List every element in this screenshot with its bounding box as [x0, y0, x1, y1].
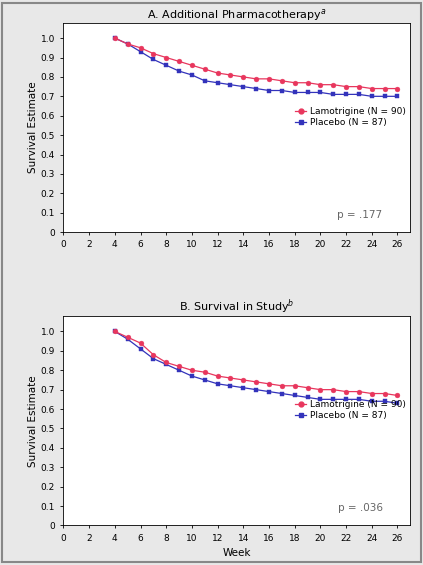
Y-axis label: Survival Estimate: Survival Estimate	[28, 375, 38, 467]
Y-axis label: Survival Estimate: Survival Estimate	[28, 81, 38, 173]
Text: p = .036: p = .036	[338, 503, 382, 513]
Legend: Lamotrigine (N = 90), Placebo (N = 87): Lamotrigine (N = 90), Placebo (N = 87)	[296, 400, 406, 420]
Title: B. Survival in Study$^{b}$: B. Survival in Study$^{b}$	[179, 297, 295, 316]
Text: p = .177: p = .177	[338, 210, 382, 220]
Legend: Lamotrigine (N = 90), Placebo (N = 87): Lamotrigine (N = 90), Placebo (N = 87)	[296, 107, 406, 127]
X-axis label: Week: Week	[222, 549, 251, 558]
Title: A. Additional Pharmacotherapy$^{a}$: A. Additional Pharmacotherapy$^{a}$	[147, 7, 327, 23]
